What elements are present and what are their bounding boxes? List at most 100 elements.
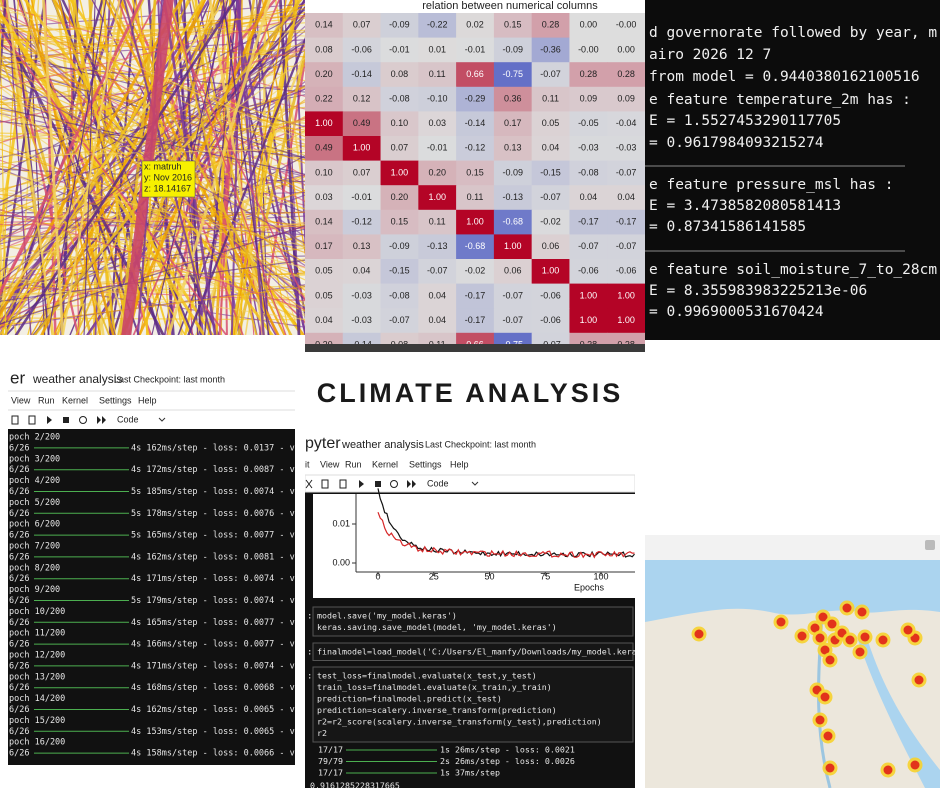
map-marker[interactable] <box>694 629 704 639</box>
heatmap-cell <box>305 136 344 162</box>
heatmap-cell <box>305 283 344 309</box>
trace <box>47 0 107 335</box>
cell-label: -0.17 <box>616 216 637 226</box>
trace <box>0 141 305 281</box>
heatmap-cell <box>305 13 344 39</box>
step-info: 4s 168ms/step - loss: 0.0068 - val_ <box>131 683 311 693</box>
notebook-left: er weather analysis Last Checkpoint: las… <box>8 363 311 765</box>
map-marker[interactable] <box>842 603 852 613</box>
heatmap-cell <box>493 234 533 260</box>
code-line: r2 <box>317 728 327 738</box>
menu-item[interactable]: Run <box>345 459 362 469</box>
trace <box>0 0 144 297</box>
menu-item[interactable]: it <box>305 459 310 469</box>
menu-item[interactable]: Kernel <box>372 459 398 469</box>
heatmap-cell <box>418 13 457 39</box>
menu-item[interactable]: Help <box>450 459 469 469</box>
map-marker[interactable] <box>910 760 920 770</box>
epoch-label: poch 3/200 <box>9 454 60 464</box>
map-marker[interactable] <box>914 675 924 685</box>
trace <box>236 0 265 335</box>
x-axis-label: Epochs <box>574 582 605 592</box>
map-marker[interactable] <box>776 617 786 627</box>
map-marker[interactable] <box>857 607 867 617</box>
map-marker[interactable] <box>860 632 870 642</box>
heatmap-cell <box>569 13 608 39</box>
map-marker[interactable] <box>845 635 855 645</box>
cell-label: -0.06 <box>351 44 372 54</box>
heatmap-cell <box>380 259 419 285</box>
code-line: test_loss=finalmodel.evaluate(x_test,y_t… <box>317 671 537 681</box>
map-marker[interactable] <box>878 635 888 645</box>
heatmap-cell <box>305 62 344 88</box>
menu-item[interactable]: Settings <box>99 395 132 405</box>
trace <box>83 0 96 335</box>
cell-label: 1.00 <box>353 143 371 153</box>
panel-background <box>645 0 940 340</box>
map-marker[interactable] <box>810 623 820 633</box>
step-label: 6/26 <box>9 531 29 541</box>
cell-label: 0.22 <box>315 93 333 103</box>
map-marker[interactable] <box>797 631 807 641</box>
map-icon[interactable] <box>925 540 935 550</box>
menu-item[interactable]: Help <box>138 395 157 405</box>
heatmap-cell <box>380 234 419 260</box>
map-marker[interactable] <box>820 692 830 702</box>
icon <box>63 417 69 423</box>
map-marker[interactable] <box>815 633 825 643</box>
menu-item[interactable]: Kernel <box>62 395 88 405</box>
heatmap-cell <box>342 185 382 211</box>
icon <box>97 416 106 424</box>
cell-label: 1.00 <box>391 167 409 177</box>
map-marker[interactable] <box>855 647 865 657</box>
terminal-line: e feature pressure_msl has : <box>649 177 893 193</box>
notebook-name[interactable]: weather analysis <box>32 372 122 386</box>
map-marker[interactable] <box>823 731 833 741</box>
icon <box>359 480 364 488</box>
cell-label: -0.08 <box>578 167 599 177</box>
trace <box>0 286 305 327</box>
cell-type[interactable]: Code <box>427 478 449 488</box>
y-tick-label: 0.00 <box>332 557 350 567</box>
heatmap-cell <box>418 308 457 334</box>
cell-label: 0.07 <box>353 167 371 177</box>
heatmap-cell <box>531 136 570 162</box>
code-cell <box>312 642 634 661</box>
heatmap-cell <box>418 185 457 211</box>
map-marker[interactable] <box>825 763 835 773</box>
heatmap-cell <box>380 185 419 211</box>
step-info: 4s 165ms/step - loss: 0.0077 - val_ <box>131 618 311 628</box>
trace <box>203 0 238 335</box>
trace <box>0 214 305 228</box>
menu-item[interactable]: View <box>11 395 31 405</box>
map-marker[interactable] <box>818 612 828 622</box>
heatmap-cell <box>418 37 457 63</box>
result: 0.9161285228317665 <box>310 781 400 788</box>
cell-label: -0.09 <box>389 20 410 30</box>
notebook-name[interactable]: weather analysis <box>341 439 424 451</box>
heatmap-cell <box>342 136 382 162</box>
trace <box>215 0 232 335</box>
menu-item[interactable]: View <box>320 459 340 469</box>
y-tick-label: 0.01 <box>332 518 350 528</box>
map-marker[interactable] <box>820 645 830 655</box>
heatmap-cell <box>569 185 608 211</box>
cell-label: -0.13 <box>503 192 524 202</box>
code-line: finalmodel=load_model('C:/Users/El_manfy… <box>317 647 652 657</box>
map-marker[interactable] <box>827 619 837 629</box>
menu-item[interactable]: Settings <box>409 459 442 469</box>
menu-item[interactable]: Run <box>38 395 55 405</box>
cell-label: -0.05 <box>578 118 599 128</box>
cell-type[interactable]: Code <box>117 414 139 424</box>
code-line: r2=r2_score(scalery.inverse_transform(y_… <box>317 717 602 727</box>
map-marker[interactable] <box>825 655 835 665</box>
heatmap-cell <box>305 86 344 112</box>
heatmap-cell <box>493 136 533 162</box>
cell-label: -0.07 <box>578 241 599 251</box>
heatmap-cell <box>569 62 608 88</box>
map-marker[interactable] <box>883 765 893 775</box>
map-marker[interactable] <box>815 715 825 725</box>
step-info: 4s 153ms/step - loss: 0.0065 - val_ <box>131 727 311 737</box>
map-marker[interactable] <box>903 625 913 635</box>
